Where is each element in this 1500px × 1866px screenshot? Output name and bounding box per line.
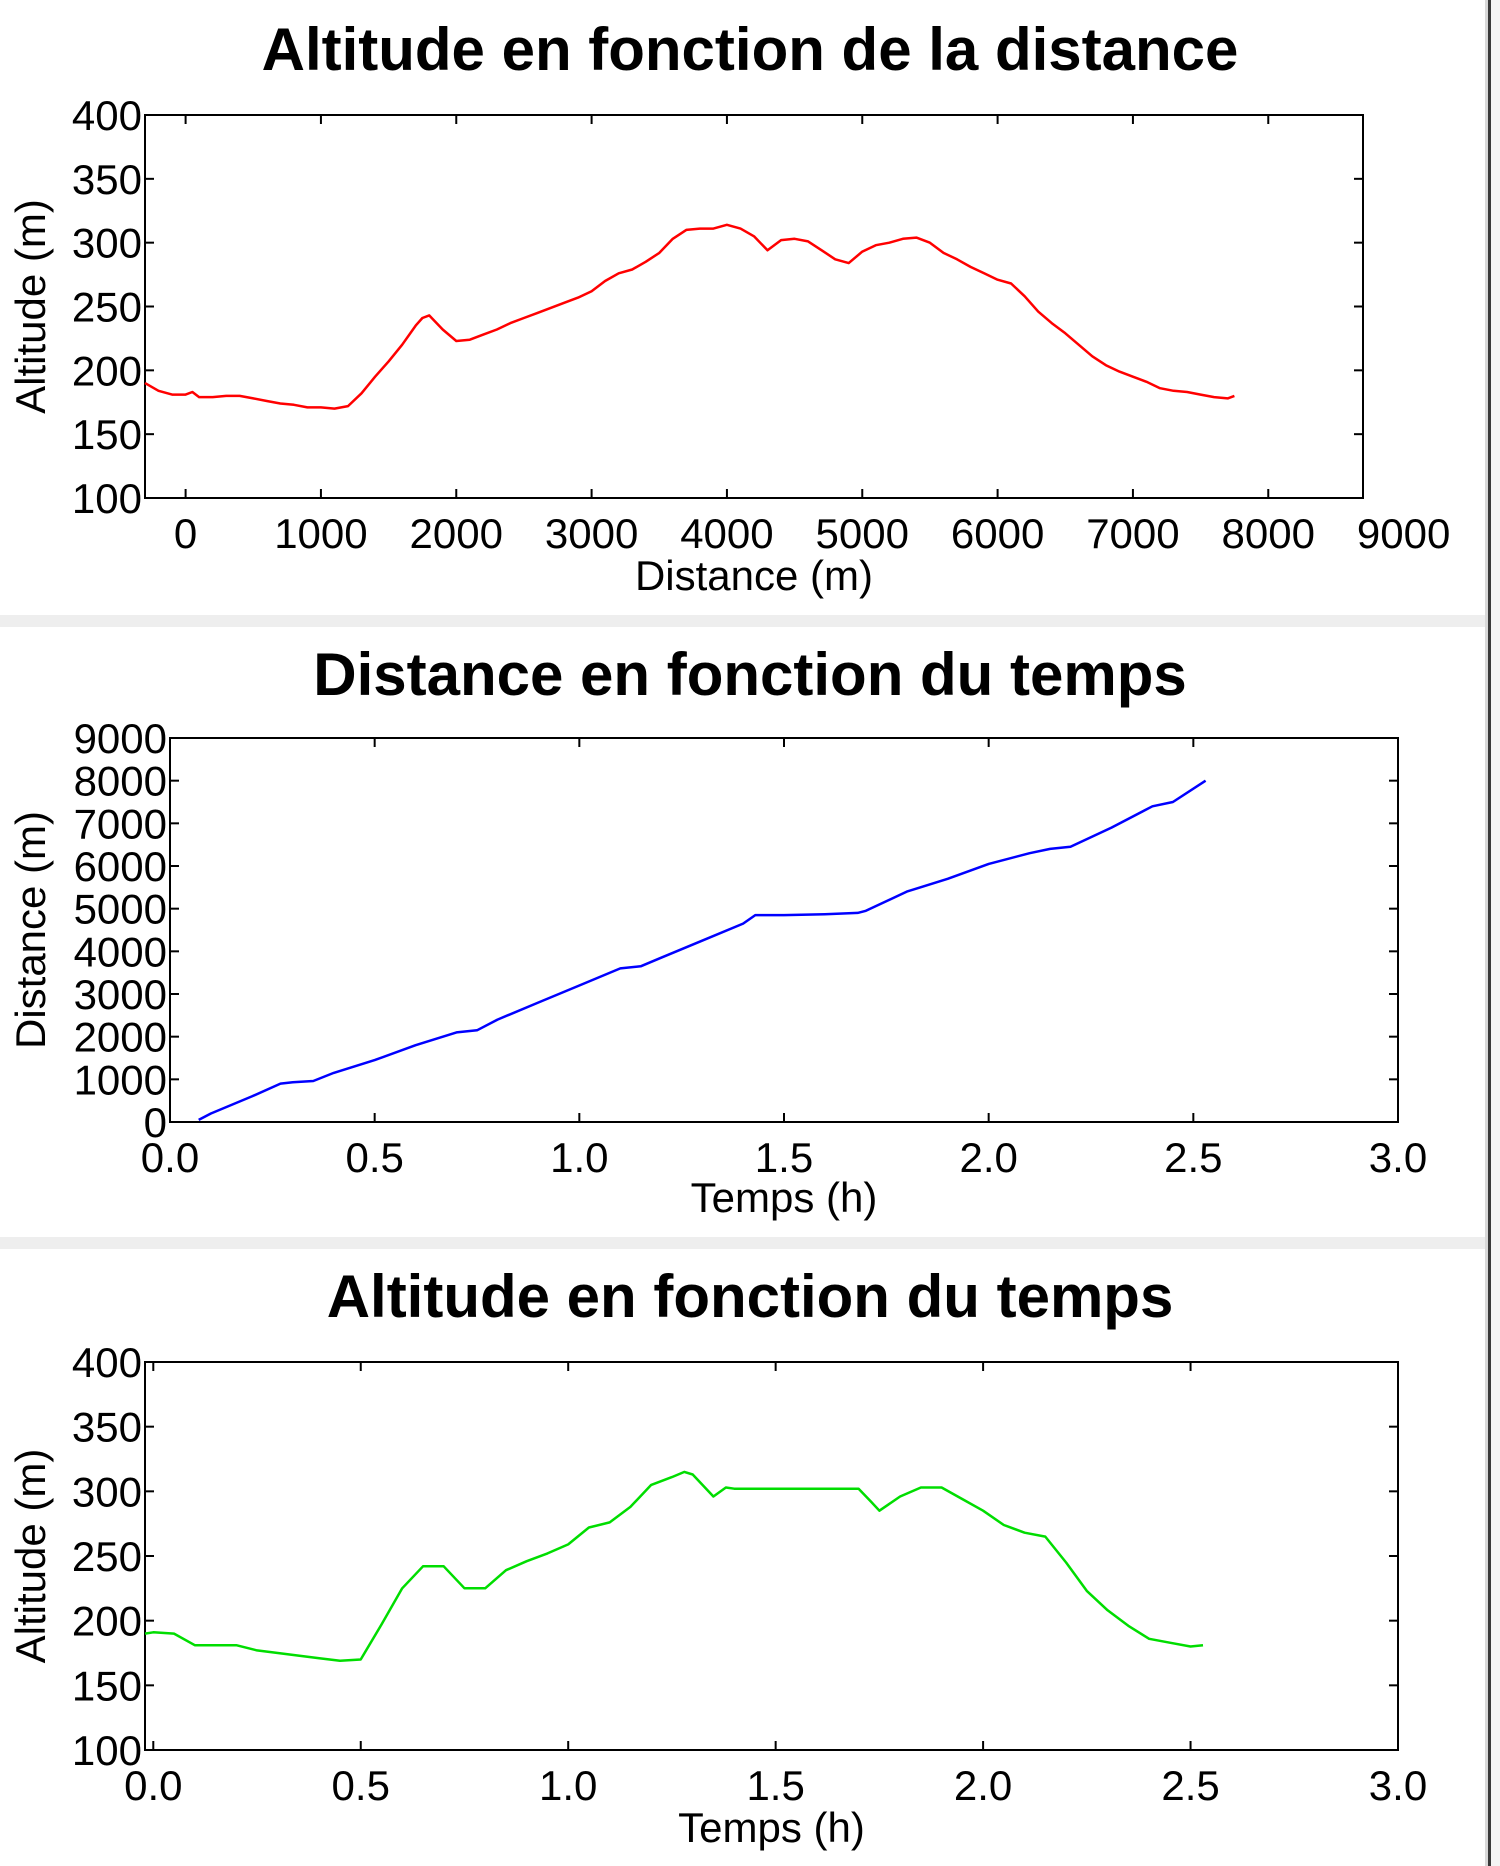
y-tick-label: 9000	[74, 715, 167, 762]
y-tick-label: 300	[72, 220, 142, 267]
x-tick-label: 2.0	[959, 1134, 1017, 1181]
plot-frame	[144, 114, 1364, 499]
y-tick-label: 6000	[74, 843, 167, 890]
x-tick-label: 6000	[951, 510, 1044, 557]
y-tick-label: 250	[72, 1533, 142, 1580]
x-tick-label: 2.5	[1161, 1762, 1219, 1809]
y-tick-label: 350	[72, 1404, 142, 1451]
panel-separator	[0, 1237, 1485, 1249]
x-tick-label: 9000	[1357, 510, 1450, 557]
x-tick-label: 0	[174, 510, 197, 557]
x-tick-label: 0.0	[141, 1134, 199, 1181]
y-tick-label: 200	[72, 347, 142, 394]
y-tick-label: 400	[72, 92, 142, 139]
x-tick-label: 1.0	[550, 1134, 608, 1181]
x-tick-label: 1.5	[746, 1762, 804, 1809]
y-tick-label: 2000	[74, 1014, 167, 1061]
y-tick-label: 300	[72, 1468, 142, 1515]
y-tick-label: 100	[72, 475, 142, 522]
y-tick-label: 200	[72, 1598, 142, 1645]
x-axis-label: Distance (m)	[635, 552, 873, 599]
window-edge	[1485, 0, 1500, 1866]
chart-panel-altitude-distance: Altitude en fonction de la distance	[0, 0, 1485, 615]
chart-title: Altitude en fonction du temps	[326, 1263, 1174, 1330]
y-axis-label: Altitude (m)	[7, 199, 54, 414]
y-tick-label: 7000	[74, 800, 167, 847]
x-tick-label: 5000	[816, 510, 909, 557]
y-tick-label: 350	[72, 156, 142, 203]
series-line	[198, 779, 1207, 1122]
chart-panel-altitude-time: Altitude en fonction du temps	[0, 1249, 1485, 1866]
x-tick-label: 3.0	[1369, 1134, 1427, 1181]
y-tick-label: 3000	[74, 971, 167, 1018]
y-axis-label: Distance (m)	[7, 811, 54, 1049]
y-tick-label: 8000	[74, 758, 167, 805]
series-line	[144, 223, 1235, 410]
x-tick-label: 3000	[545, 510, 638, 557]
x-axis-label: Temps (h)	[691, 1174, 878, 1221]
x-tick-label: 2.0	[954, 1762, 1012, 1809]
series-line	[144, 1470, 1204, 1663]
y-tick-label: 0	[144, 1099, 167, 1146]
chart-panel-distance-time: Distance en fonction du temps	[0, 627, 1485, 1237]
x-tick-label: 0.5	[345, 1134, 403, 1181]
x-tick-label: 0.5	[332, 1762, 390, 1809]
y-tick-label: 1000	[74, 1056, 167, 1103]
chart-title: Distance en fonction du temps	[313, 641, 1187, 708]
y-axis-label: Altitude (m)	[7, 1449, 54, 1664]
x-tick-label: 1.5	[755, 1134, 813, 1181]
y-tick-label: 150	[72, 1662, 142, 1709]
x-tick-label: 3.0	[1369, 1762, 1427, 1809]
x-tick-label: 4000	[680, 510, 773, 557]
y-tick-label: 4000	[74, 928, 167, 975]
y-tick-label: 400	[72, 1339, 142, 1386]
panel-separator	[0, 615, 1485, 627]
x-tick-label: 7000	[1086, 510, 1179, 557]
chart-title: Altitude en fonction de la distance	[261, 16, 1239, 83]
x-tick-label: 0.0	[124, 1762, 182, 1809]
x-tick-label: 8000	[1222, 510, 1315, 557]
plot-frame	[169, 737, 1399, 1123]
x-tick-label: 2000	[410, 510, 503, 557]
y-tick-label: 150	[72, 411, 142, 458]
x-tick-label: 1.0	[539, 1762, 597, 1809]
y-tick-label: 5000	[74, 886, 167, 933]
y-tick-label: 250	[72, 284, 142, 331]
x-tick-label: 2.5	[1164, 1134, 1222, 1181]
y-tick-label: 100	[72, 1727, 142, 1774]
plot-frame	[144, 1361, 1399, 1751]
x-axis-label: Temps (h)	[678, 1804, 865, 1851]
x-tick-label: 1000	[274, 510, 367, 557]
